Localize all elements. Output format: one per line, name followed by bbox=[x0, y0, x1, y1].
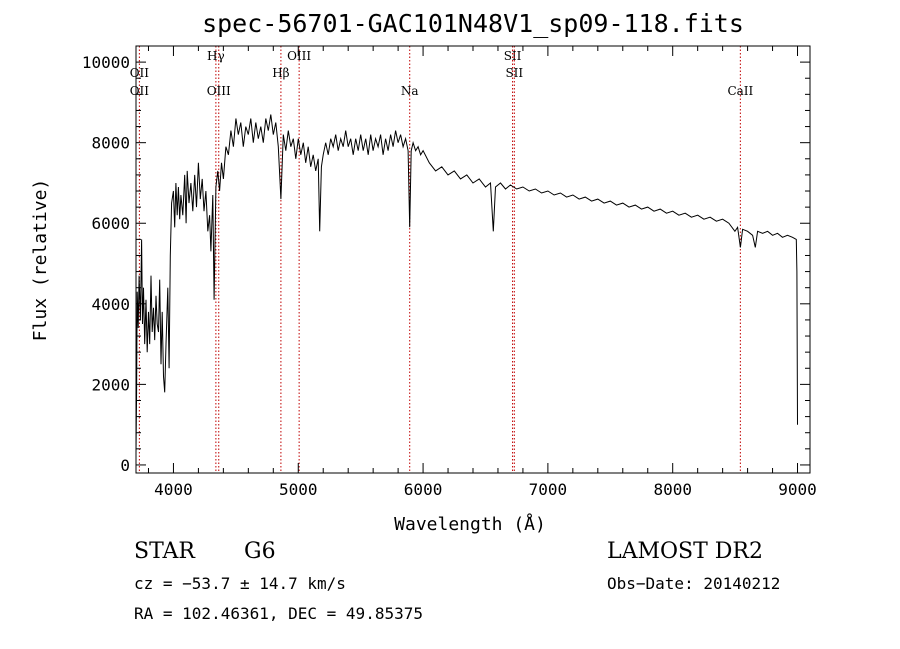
line-marker-label: OII bbox=[130, 84, 150, 98]
x-tick-label: 7000 bbox=[529, 480, 568, 499]
y-tick-label: 2000 bbox=[91, 375, 130, 394]
y-tick-label: 6000 bbox=[91, 214, 130, 233]
line-marker-label: OII bbox=[130, 66, 150, 80]
chart-title: spec-56701-GAC101N48V1_sp09-118.fits bbox=[202, 9, 744, 38]
x-axis-label: Wavelength (Å) bbox=[394, 513, 546, 535]
line-marker-label: SII bbox=[504, 49, 522, 63]
line-marker-label: SII bbox=[505, 66, 523, 80]
x-tick-label: 8000 bbox=[653, 480, 692, 499]
y-tick-label: 4000 bbox=[91, 295, 130, 314]
x-tick-label: 6000 bbox=[404, 480, 443, 499]
obs-date: Obs−Date: 20140212 bbox=[607, 574, 781, 593]
emission-lines: Hγ OIII Hβ OIII Na SII SII CaII OII OII bbox=[130, 46, 754, 473]
spectrum-chart: spec-56701-GAC101N48V1_sp09-118.fits Wav… bbox=[30, 9, 817, 535]
x-tick-label: 4000 bbox=[154, 480, 193, 499]
y-tick-label: 10000 bbox=[82, 53, 130, 72]
redshift-cz: cz = −53.7 ± 14.7 km/s bbox=[134, 574, 346, 593]
survey-name: LAMOST DR2 bbox=[607, 539, 763, 564]
x-tick-label: 5000 bbox=[279, 480, 318, 499]
line-marker-label: Hβ bbox=[272, 66, 289, 80]
object-class: STAR bbox=[134, 539, 195, 564]
line-marker-label: OIII bbox=[207, 84, 231, 98]
y-tick-label: 0 bbox=[120, 456, 130, 475]
y-tick-label: 8000 bbox=[91, 134, 130, 153]
line-marker-label: Na bbox=[401, 84, 419, 98]
spectrum-line bbox=[135, 114, 798, 453]
line-marker-label: OIII bbox=[287, 49, 311, 63]
coordinates: RA = 102.46361, DEC = 49.85375 bbox=[134, 604, 423, 623]
axis-ticks: 4000 5000 6000 7000 8000 9000 0 2000 4000 6000 800… bbox=[82, 46, 817, 499]
object-subclass: G6 bbox=[244, 539, 276, 564]
line-marker-label: Hγ bbox=[207, 49, 225, 63]
y-axis-label: Flux (relative) bbox=[30, 179, 51, 342]
x-tick-label: 9000 bbox=[778, 480, 817, 499]
line-marker-label: CaII bbox=[727, 84, 753, 98]
plot-frame bbox=[135, 45, 811, 474]
